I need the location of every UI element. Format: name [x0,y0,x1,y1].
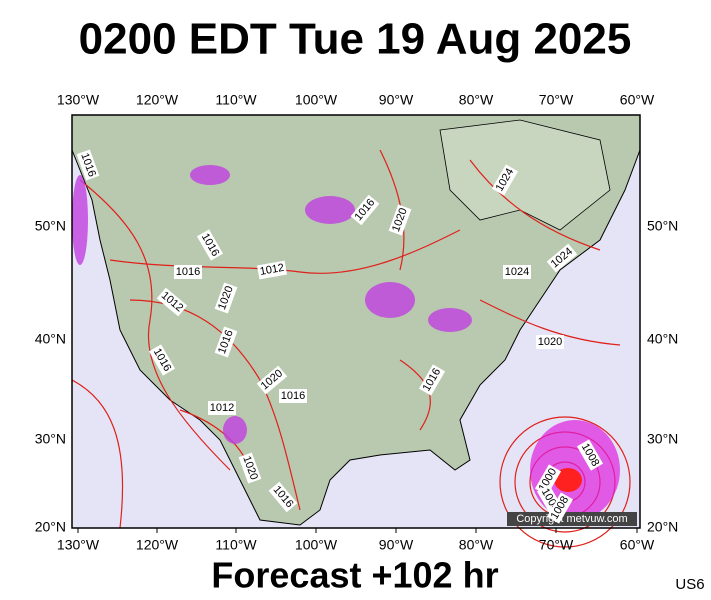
isobar-label-bg [503,265,531,279]
lon-label-bottom: 100°W [295,537,338,553]
lon-label-bottom: 70°W [539,537,574,553]
isobar-label-bg [238,452,262,484]
lat-label-left: 30°N [35,431,66,447]
lon-label-top: 120°W [136,92,179,108]
frame [71,114,641,529]
isobar-label-bg [546,243,578,273]
isobar-label: 1020 [538,336,562,348]
lat-label-right: 40°N [647,331,678,347]
isobar-label-bg [350,194,380,226]
isobar-label: 1016 [176,266,200,278]
lon-label-bottom: 60°W [620,537,655,553]
isobar-label-bg [388,204,412,236]
isobar-label-bg [576,439,604,471]
isobar-label-bg [268,481,298,513]
lon-label-bottom: 90°W [379,537,414,553]
lon-label-top: 60°W [620,92,655,108]
lon-label-bottom: 80°W [459,537,494,553]
footer: Forecast +102 hr [211,555,498,596]
isobar-label-bg [536,335,564,349]
isobar-label-bg [214,282,238,314]
isobar-label: 1012 [210,402,234,414]
title: 0200 EDT Tue 19 Aug 2025 [79,15,632,64]
isobar-label-group: 1012 [256,260,288,280]
lon-label-bottom: 130°W [57,537,100,553]
copyright-box [507,512,637,526]
land-north [439,119,611,231]
lon-label-bottom: 110°W [215,537,257,553]
isobar-label-bg [214,326,238,358]
isobar-label-bg [256,365,288,395]
isobar-label-group: 1012 [208,401,236,415]
copyright: Copyright metvuw.com [516,513,627,525]
lon-label-top: 110°W [215,92,257,108]
lat-label-right: 30°N [647,431,678,447]
lat-label-right: 20°N [647,519,678,535]
lat-label-left: 50°N [35,218,66,234]
lon-label-top: 90°W [379,92,414,108]
isobar-label-bg [196,229,224,261]
isobar-label-group: 1020 [214,282,238,314]
isobar-label: 1012 [259,262,285,278]
isobar-label-group: 1016 [214,326,238,358]
land [71,114,641,526]
isobar-label-group: 1016 [279,389,307,403]
lat-label-right: 50°N [647,218,678,234]
isobar-label-group: 1020 [388,204,412,236]
isobar-label-bg [76,149,100,181]
isobar-label-group: 1020 [238,452,262,484]
lon-label-top: 80°W [459,92,494,108]
lat-label-left: 40°N [35,331,66,347]
isobar-label-bg [156,287,188,317]
isobar-label-group: 1016 [350,194,380,226]
isobar-label-group: 1024 [503,265,531,279]
isobar-label-bg [208,401,236,415]
isobar-label-bg [256,260,288,280]
isobar-label-group: 1020 [536,335,564,349]
isobar-label: 1016 [281,390,305,402]
isobar-label: 1024 [505,266,529,278]
isobar-label-bg [546,492,574,524]
isobar-label-bg [491,164,519,196]
lat-label-left: 20°N [35,519,66,535]
isobar-label-bg [174,265,202,279]
isobar-label-bg [148,344,176,376]
isobar-label-bg [279,389,307,403]
lon-label-bottom: 120°W [136,537,179,553]
lon-label-top: 130°W [57,92,100,108]
isobar-label-group: 1016 [174,265,202,279]
isobar-label-bg [534,464,562,496]
lon-label-top: 100°W [295,92,338,108]
isobar-label-bg [418,364,446,396]
lon-label-top: 70°W [539,92,574,108]
region-code: US6 [675,576,704,593]
isobar-label-group: 1016 [76,149,100,181]
